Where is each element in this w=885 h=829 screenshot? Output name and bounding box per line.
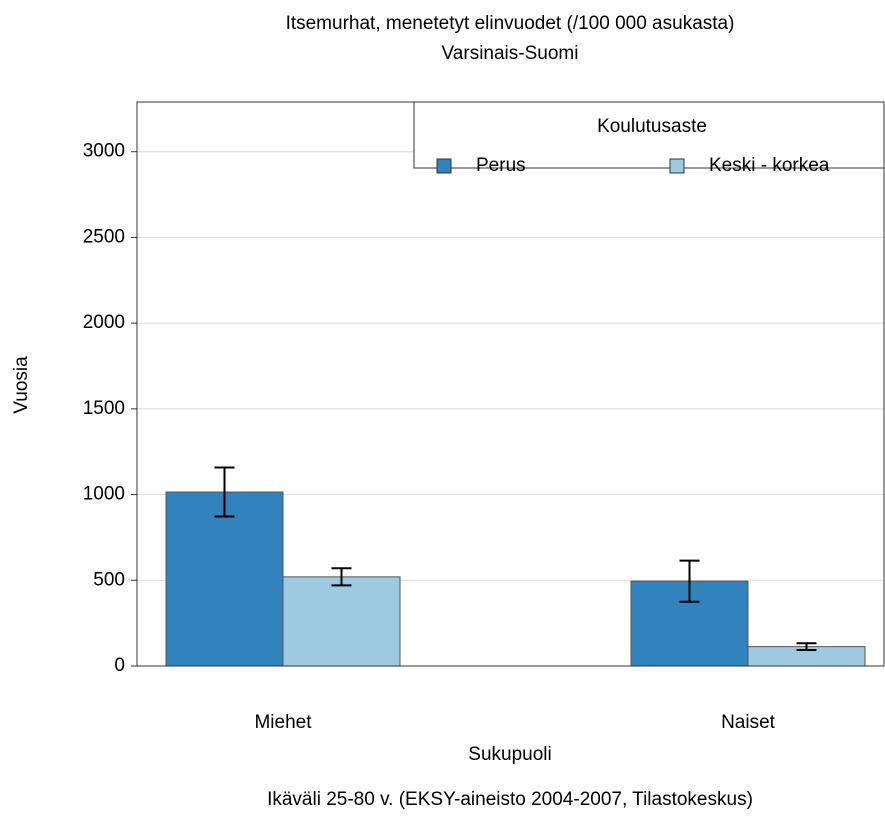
legend-box [413,101,885,169]
error-bar [214,466,235,518]
chart-subtitle: Varsinais-Suomi [442,43,579,64]
x-tick-label: Miehet [254,712,312,733]
y-tick-label: 1500 [83,398,125,419]
y-axis-title: Vuosia [11,356,32,414]
y-tick-label: 0 [114,655,125,676]
caption: Ikäväli 25-80 v. (EKSY-aineisto 2004-200… [267,789,753,810]
legend-label: Keski - korkea [709,155,830,176]
bar [282,576,401,667]
y-tick-label: 500 [93,569,125,590]
error-bar [679,559,700,603]
legend-label: Perus [476,155,526,176]
chart-title: Itsemurhat, menetetyt elinvuodet (/100 0… [286,13,735,34]
bar [165,491,284,667]
legend-swatch [669,158,685,174]
y-tick-label: 3000 [83,141,125,162]
error-bar [331,567,352,587]
y-tick-label: 2500 [83,226,125,247]
error-bar [796,642,817,652]
y-tick-label: 1000 [83,484,125,505]
y-tick-label: 2000 [83,312,125,333]
x-axis-title: Sukupuoli [468,744,551,765]
legend-title: Koulutusaste [597,116,707,137]
legend-swatch [436,158,452,174]
x-tick-label: Naiset [721,712,776,733]
